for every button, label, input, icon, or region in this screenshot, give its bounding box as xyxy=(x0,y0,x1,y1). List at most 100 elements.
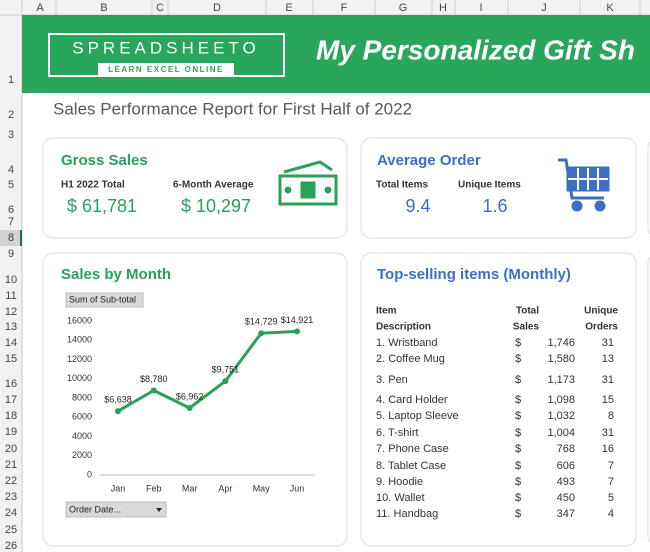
row-header: 24 xyxy=(5,507,17,519)
y-tick-label: 6000 xyxy=(72,412,92,422)
unique-orders: 31 xyxy=(602,427,614,439)
item-name: 3. Pen xyxy=(376,374,408,386)
column-header: B xyxy=(100,2,107,14)
point xyxy=(186,404,193,411)
banner xyxy=(22,15,650,93)
column-header: K xyxy=(606,2,614,14)
row-header: 26 xyxy=(5,540,17,552)
kpi-value: $ 61,781 xyxy=(67,196,137,216)
item-name: 5. Laptop Sleeve xyxy=(376,410,459,422)
cart-icon xyxy=(558,158,610,212)
currency: $ xyxy=(515,410,521,422)
currency: $ xyxy=(515,337,521,349)
y-tick-label: 10000 xyxy=(67,373,92,383)
column-header-bar xyxy=(0,0,650,15)
x-tick-label: Apr xyxy=(218,483,232,493)
table-header: Total xyxy=(516,306,539,317)
point xyxy=(150,387,157,394)
column-header: E xyxy=(285,2,292,14)
row-header: 2 xyxy=(8,109,14,121)
column-header: A xyxy=(36,2,44,14)
kpi-label: H1 2022 Total xyxy=(61,180,125,191)
row-header: 11 xyxy=(5,290,16,302)
x-tick-label: Jan xyxy=(111,483,126,493)
pivot-button-label: Sum of Sub-total xyxy=(69,294,136,304)
row-header: 14 xyxy=(5,337,17,349)
data-label: $8,780 xyxy=(140,374,168,384)
line-chart: 0 2000 4000 6000 8000 10000 12000 14000 16000 $6,… xyxy=(67,315,313,494)
column-header: H xyxy=(439,2,447,14)
kpi-value: $ 10,297 xyxy=(181,196,251,216)
table-header: Description xyxy=(376,322,431,333)
card xyxy=(360,252,637,547)
total-sales: 768 xyxy=(557,443,575,455)
item-name: 4. Card Holder xyxy=(376,394,448,406)
item-name: 7. Phone Case xyxy=(376,443,449,455)
row-header: 19 xyxy=(5,426,17,438)
icon-part xyxy=(571,200,583,212)
unique-orders: 5 xyxy=(608,492,614,504)
total-sales: 1,032 xyxy=(547,410,575,422)
row-header: 17 xyxy=(5,394,17,406)
y-tick-label: 0 xyxy=(87,469,92,479)
row-header: 5 xyxy=(8,179,14,191)
currency: $ xyxy=(515,427,521,439)
data-label: $14,921 xyxy=(281,315,314,325)
x-tick-label: Mar xyxy=(182,483,198,493)
item-name: 6. T-shirt xyxy=(376,427,419,439)
icon-part xyxy=(278,174,338,206)
row-header: 4 xyxy=(8,164,14,176)
kpi-label: Total Items xyxy=(376,180,428,191)
selected-row xyxy=(0,230,22,246)
column-header: I xyxy=(479,2,482,14)
column-header: C xyxy=(156,2,164,14)
point xyxy=(222,378,229,385)
row-header-bar xyxy=(0,0,22,552)
card-title: Average Order xyxy=(377,152,481,169)
item-name: 1. Wristband xyxy=(376,337,438,349)
column-header: G xyxy=(399,2,408,14)
row-header: 6 xyxy=(8,204,14,216)
y-tick-label: 12000 xyxy=(67,354,92,364)
currency: $ xyxy=(515,374,521,386)
row-header: 25 xyxy=(5,524,17,536)
subtitle: Sales Performance Report for First Half … xyxy=(53,99,412,118)
y-tick-label: 16000 xyxy=(67,315,92,325)
total-sales: 1,580 xyxy=(547,353,575,365)
pivot-button[interactable] xyxy=(65,292,144,308)
unique-orders: 13 xyxy=(602,353,614,365)
row-header: 15 xyxy=(5,353,17,365)
table-header: Item xyxy=(376,306,397,317)
column-header: D xyxy=(213,2,221,14)
y-tick-label: 2000 xyxy=(72,450,92,460)
point xyxy=(294,328,300,335)
currency: $ xyxy=(515,353,521,365)
x-tick-label: Jun xyxy=(290,483,305,493)
row-header: 9 xyxy=(8,248,14,260)
total-sales: 347 xyxy=(557,508,575,520)
line-series xyxy=(117,329,298,413)
logo: SPREADSHEETO xyxy=(72,38,260,57)
data-label: $9,751 xyxy=(212,365,240,375)
column-header: J xyxy=(541,2,547,14)
item-name: 10. Wallet xyxy=(376,492,425,504)
data-label: $6,638 xyxy=(104,394,132,404)
row-header: 13 xyxy=(5,321,17,333)
currency: $ xyxy=(515,492,521,504)
card xyxy=(42,137,348,239)
unique-orders: 31 xyxy=(602,374,614,386)
item-name: 2. Coffee Mug xyxy=(376,353,445,365)
row-header: 3 xyxy=(8,129,14,141)
row-header: 16 xyxy=(5,378,17,390)
data-label: $14,729 xyxy=(245,317,278,327)
item-name: 11. Handbag xyxy=(376,508,438,520)
y-tick-label: 8000 xyxy=(72,392,92,402)
row-header: 20 xyxy=(5,443,17,455)
table-header: Unique xyxy=(584,306,618,317)
x-tick-label: May xyxy=(253,483,271,493)
pivot-filter[interactable] xyxy=(65,501,167,518)
card-title: Top-selling items (Monthly) xyxy=(377,266,571,283)
row-header: 23 xyxy=(5,491,17,503)
logo-tagline: LEARN EXCEL ONLINE xyxy=(108,65,224,74)
